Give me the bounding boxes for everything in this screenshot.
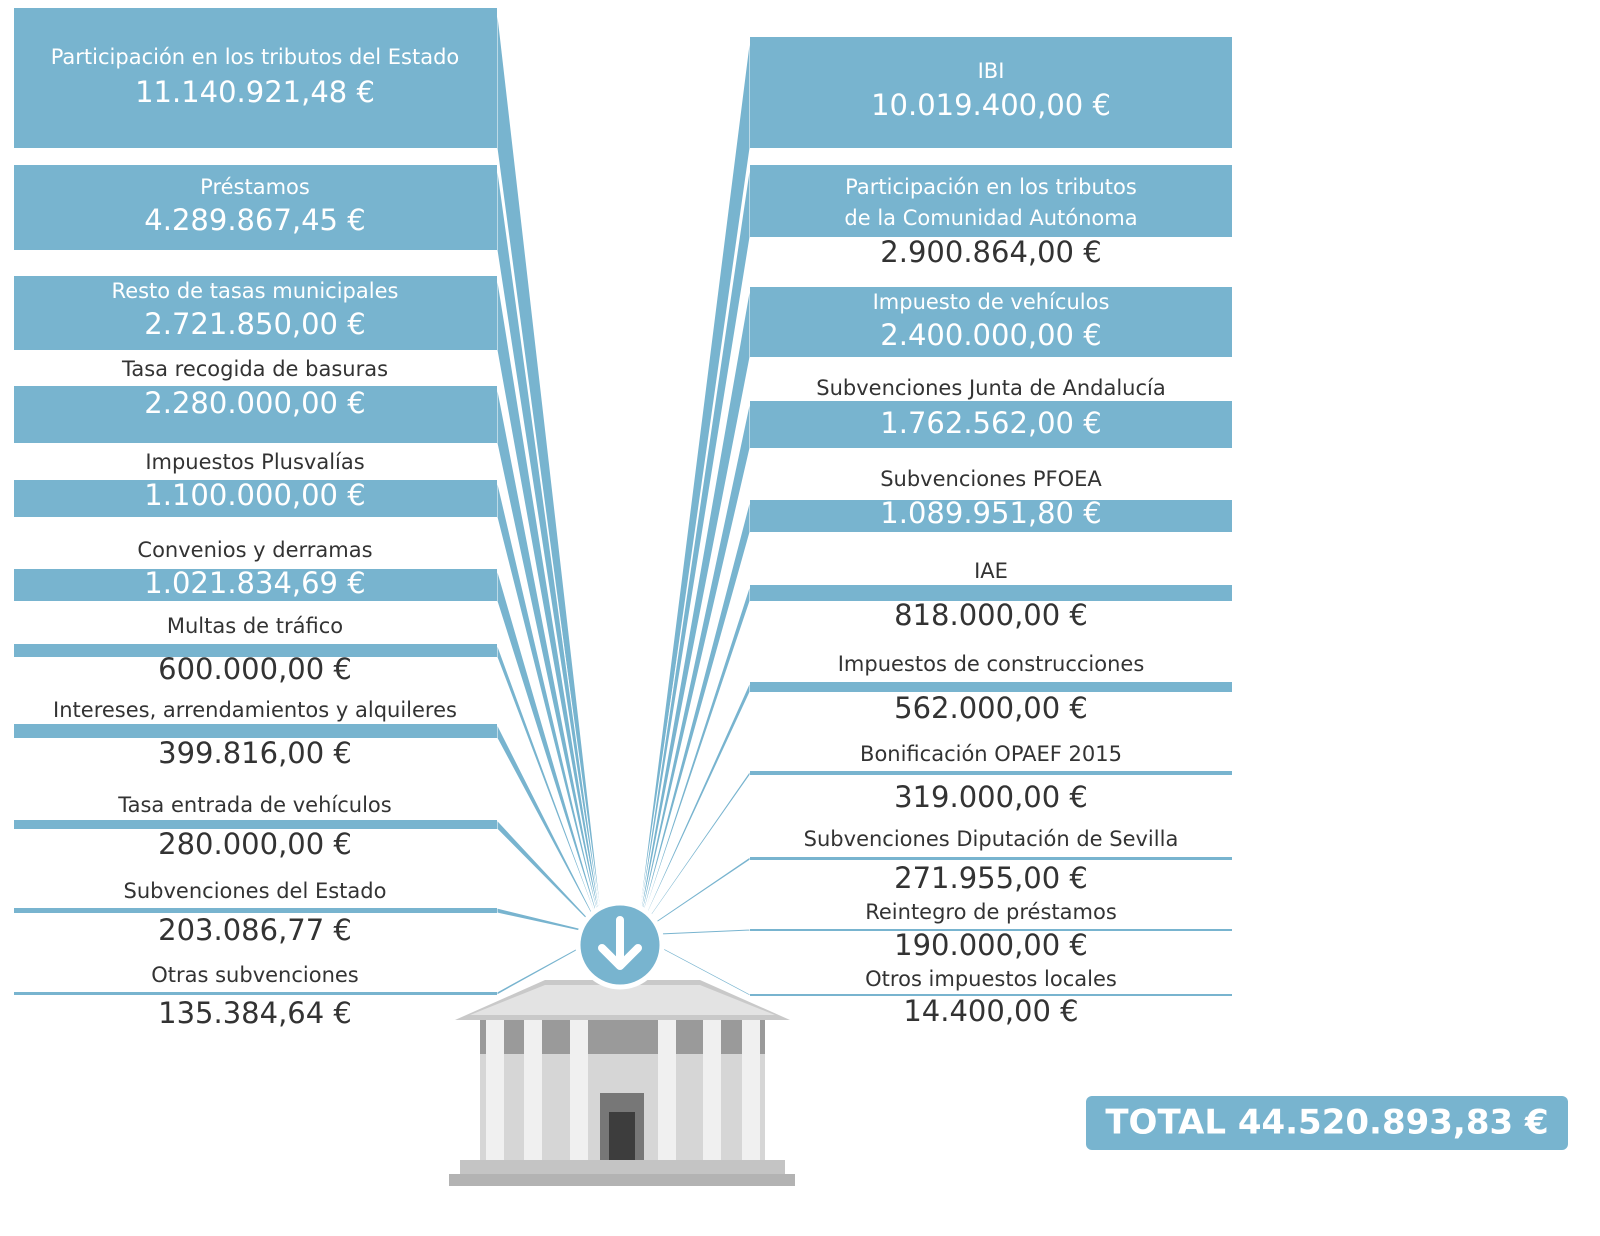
- item-label: Subvenciones Diputación de Sevilla: [804, 827, 1179, 851]
- item-value: 1.021.834,69 €: [144, 566, 365, 600]
- item-label: Otros impuestos locales: [865, 967, 1117, 991]
- total: TOTAL 44.520.893,83 €: [1105, 1103, 1548, 1143]
- item-label: Subvenciones Junta de Andalucía: [816, 376, 1165, 400]
- item-label: Resto de tasas municipales: [112, 279, 399, 303]
- item-label: de la Comunidad Autónoma: [844, 206, 1137, 230]
- item-value: 818.000,00 €: [894, 598, 1088, 632]
- item-label: Subvenciones del Estado: [124, 879, 387, 903]
- item-value: 2.280.000,00 €: [144, 386, 365, 420]
- item-value: 14.400,00 €: [903, 994, 1078, 1028]
- item-value: 203.086,77 €: [158, 913, 352, 947]
- item-value: 600.000,00 €: [158, 652, 352, 686]
- item-label: IBI: [978, 59, 1005, 83]
- item-label: Otras subvenciones: [151, 963, 359, 987]
- item-value: 1.100.000,00 €: [144, 478, 365, 512]
- item-label: Reintegro de préstamos: [865, 900, 1117, 924]
- item-label: Convenios y derramas: [137, 538, 372, 562]
- item-label: Bonificación OPAEF 2015: [860, 742, 1122, 766]
- item-value: 2.721.850,00 €: [144, 307, 365, 341]
- item-label: Multas de tráfico: [167, 614, 343, 638]
- arrow-icon: [578, 903, 662, 987]
- item-label: Intereses, arrendamientos y alquileres: [53, 698, 457, 722]
- item-label: Préstamos: [200, 175, 310, 199]
- item-label: Tasa entrada de vehículos: [117, 793, 391, 817]
- item-label: Tasa recogida de basuras: [121, 357, 388, 381]
- item-value: 1.762.562,00 €: [880, 406, 1101, 440]
- item-value: 271.955,00 €: [894, 861, 1088, 895]
- item-label: IAE: [974, 559, 1008, 583]
- item-value: 11.140.921,48 €: [135, 75, 375, 109]
- item-label: Impuestos de construcciones: [838, 652, 1145, 676]
- band: [750, 857, 1232, 860]
- infographic: TOTAL 44.520.893,83 € Participación en l…: [0, 0, 1600, 1236]
- item-value: 10.019.400,00 €: [871, 88, 1111, 122]
- band: [750, 771, 1232, 775]
- item-label: Impuesto de vehículos: [873, 290, 1110, 314]
- item-value: 190.000,00 €: [894, 928, 1088, 962]
- fan-strip: [637, 165, 750, 938]
- building: [449, 980, 795, 1186]
- item-label: Impuestos Plusvalías: [145, 450, 364, 474]
- item-value: 280.000,00 €: [158, 827, 352, 861]
- fan-strip: [637, 287, 750, 938]
- item-label: Subvenciones PFOEA: [880, 467, 1102, 491]
- item-value: 1.089.951,80 €: [880, 496, 1101, 530]
- item-value: 399.816,00 €: [158, 736, 352, 770]
- item-label: Participación en los tributos: [845, 175, 1137, 199]
- item-value: 562.000,00 €: [894, 691, 1088, 725]
- band: [14, 992, 497, 995]
- item-value: 4.289.867,45 €: [144, 203, 365, 237]
- item-label: Participación en los tributos del Estado: [51, 45, 460, 69]
- item-value: 319.000,00 €: [894, 780, 1088, 814]
- item-value: 2.900.864,00 €: [880, 235, 1101, 269]
- item-value: 2.400.000,00 €: [880, 318, 1101, 352]
- item-value: 135.384,64 €: [158, 996, 352, 1030]
